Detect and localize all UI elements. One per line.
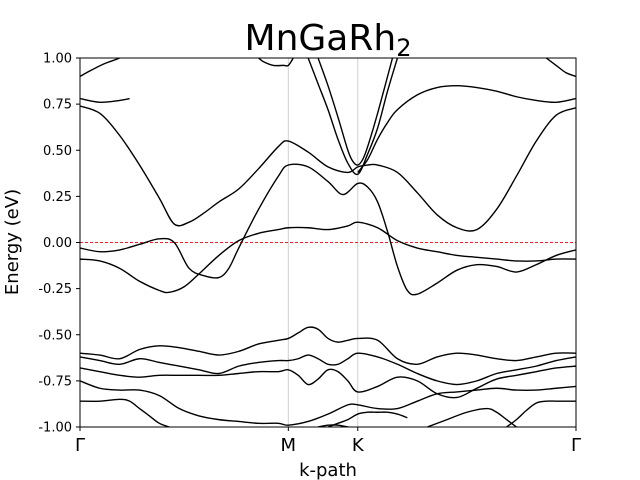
band-lines (80, 58, 576, 427)
band-line-6 (80, 58, 204, 78)
band-line-17 (506, 400, 576, 427)
band-line-9 (307, 58, 399, 176)
y-tick-label: 1.00 (43, 52, 72, 67)
band-line-11 (80, 326, 576, 365)
band-line-12 (80, 352, 576, 386)
y-tick-label: -0.75 (38, 374, 72, 389)
chart-title-subscript: 2 (396, 34, 411, 62)
x-kpoint-label: K (352, 435, 365, 456)
band-line-4 (357, 84, 576, 173)
band-line-2 (80, 163, 576, 296)
band-line-13 (80, 365, 576, 399)
y-tick-label: 0.00 (43, 236, 72, 251)
band-line-16 (327, 411, 408, 427)
x-kpoint-label: Γ (75, 435, 85, 456)
y-tick-label: -0.50 (38, 328, 72, 343)
x-axis-label: k-path (299, 460, 357, 480)
y-tick-label: 0.75 (43, 98, 72, 113)
band-line-10 (545, 58, 576, 78)
band-line-15 (80, 398, 170, 427)
band-line-3 (80, 105, 576, 232)
x-kpoint-label: Γ (571, 435, 581, 456)
y-tick-label: 0.50 (43, 144, 72, 159)
y-axis-label: Energy (eV) (2, 189, 23, 295)
band-line-1 (80, 221, 576, 294)
chart-title-main: MnGaRh (245, 18, 397, 59)
band-line-5 (80, 97, 130, 104)
y-tick-label: -1.00 (38, 421, 72, 436)
band-line-8 (317, 58, 394, 166)
band-line-7 (258, 58, 294, 67)
chart-title: MnGaRh2 (245, 18, 412, 62)
y-axis-ticks: -1.00 -0.75 -0.50 -0.25 0.00 0.25 0.50 0.75 1.00 (38, 52, 80, 436)
x-kpoint-label: M (281, 435, 297, 456)
band-line-19 (426, 407, 517, 427)
y-tick-label: -0.25 (38, 282, 72, 297)
y-tick-label: 0.25 (43, 190, 72, 205)
band-line-18 (317, 424, 352, 427)
band-line-14 (80, 380, 576, 426)
